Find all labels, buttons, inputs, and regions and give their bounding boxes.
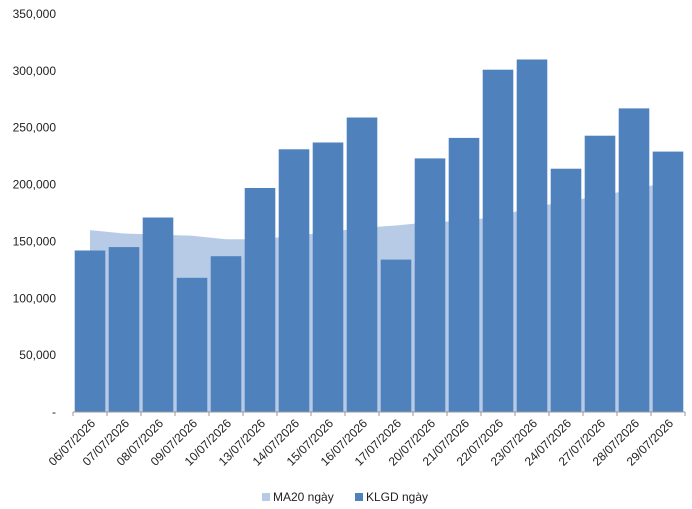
y-tick-label: 250,000: [13, 121, 57, 135]
bar-klgd-17: [652, 151, 684, 412]
y-tick-labels: - 50,000 100,000 150,000 200,000 250,000 300,0…: [13, 7, 57, 419]
y-tick-label: 50,000: [19, 348, 56, 362]
bar-klgd-0: [74, 250, 106, 412]
x-tick-labels: 06/07/202607/07/202608/07/202609/07/2026…: [46, 416, 677, 469]
bar-klgd-4: [210, 256, 242, 412]
bar-klgd-1: [108, 247, 140, 412]
bar-klgd-6: [278, 149, 310, 413]
legend-label-klgd: KLGD ngày: [366, 490, 428, 504]
bar-klgd-2: [142, 217, 174, 412]
bar-klgd-12: [482, 69, 514, 412]
bar-klgd-3: [176, 277, 208, 412]
bar-klgd-9: [380, 259, 412, 412]
y-tick-label: 350,000: [13, 7, 57, 21]
bar-klgd-13: [516, 59, 548, 412]
y-tick-label: 200,000: [13, 178, 57, 192]
bar-layer: [74, 59, 684, 413]
legend-swatch-klgd: [355, 493, 363, 501]
legend-label-ma20: MA20 ngày: [273, 490, 334, 504]
legend: MA20 ngày KLGD ngày: [262, 490, 428, 504]
bar-klgd-8: [346, 117, 378, 412]
bar-klgd-10: [414, 158, 446, 412]
bar-klgd-7: [312, 142, 344, 412]
y-tick-label: 150,000: [13, 234, 57, 248]
bar-klgd-15: [584, 135, 616, 412]
bar-klgd-5: [244, 188, 276, 412]
bar-klgd-14: [550, 168, 582, 412]
y-tick-label: -: [52, 405, 56, 419]
legend-swatch-ma20: [262, 493, 270, 501]
y-tick-label: 300,000: [13, 64, 57, 78]
bar-klgd-11: [448, 137, 480, 412]
bar-klgd-16: [618, 108, 650, 413]
axes: [72, 411, 686, 416]
y-tick-label: 100,000: [13, 291, 57, 305]
